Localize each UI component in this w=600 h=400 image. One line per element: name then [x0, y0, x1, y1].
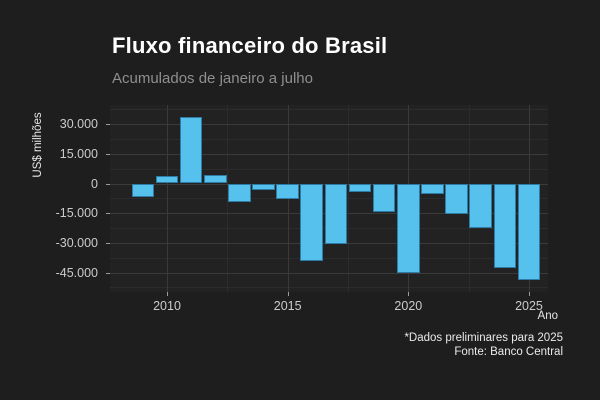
gridline-minor-h — [110, 287, 548, 289]
gridline-minor-v — [227, 105, 229, 292]
bar-2019 — [372, 183, 396, 213]
bar-2020 — [397, 183, 420, 274]
y-tick-mark — [106, 242, 110, 244]
chart-title: Fluxo financeiro do Brasil — [112, 33, 388, 58]
bar-2016 — [300, 183, 324, 261]
bar-2024 — [493, 183, 517, 269]
x-tick-label: 2025 — [515, 299, 543, 313]
x-tick-mark — [287, 292, 289, 296]
y-tick-label: 0 — [91, 176, 98, 191]
bar-2023 — [469, 183, 493, 228]
gridline-minor-v — [347, 105, 349, 292]
y-tick-mark — [106, 213, 110, 215]
y-tick-label: 15.000 — [59, 146, 98, 161]
x-tick-label: 2010 — [153, 299, 181, 313]
gridline-minor-v — [468, 105, 470, 292]
gridline-major-v — [167, 105, 168, 292]
footnote: *Dados preliminares para 2025 — [404, 332, 563, 344]
gridline-major-h — [110, 124, 548, 126]
bar-2014 — [252, 183, 275, 191]
bar-2015 — [276, 183, 299, 199]
gridline-minor-h — [110, 109, 548, 111]
gridline-minor-h — [110, 138, 548, 140]
y-tick-mark — [106, 124, 110, 126]
bar-2011 — [179, 117, 203, 184]
bar-2018 — [348, 183, 372, 192]
y-tick-mark — [106, 183, 110, 185]
y-tick-label: -45.000 — [55, 265, 98, 280]
x-axis-title: Ano — [537, 310, 558, 322]
plot-area — [110, 105, 548, 292]
chart-subtitle: Acumulados de janeiro a julho — [112, 70, 313, 87]
x-tick-label: 2020 — [394, 299, 423, 313]
y-tick-mark — [106, 272, 110, 274]
y-tick-label: -15.000 — [55, 206, 98, 221]
bar-2010 — [155, 176, 179, 184]
gridline-major-h — [110, 272, 548, 274]
bar-2017 — [324, 183, 348, 244]
y-tick-label: 30.000 — [59, 117, 98, 132]
x-tick-label: 2015 — [273, 299, 302, 313]
source-credit: Fonte: Banco Central — [454, 346, 563, 358]
gridline-minor-h — [110, 257, 548, 259]
bar-2021 — [421, 183, 444, 195]
y-tick-mark — [106, 153, 110, 155]
bar-2022 — [445, 183, 468, 214]
x-tick-mark — [528, 292, 530, 296]
bar-2013 — [228, 183, 251, 202]
x-tick-mark — [408, 292, 410, 296]
gridline-major-h — [110, 153, 548, 155]
y-tick-label: -30.000 — [55, 235, 98, 250]
gridline-minor-h — [110, 168, 548, 170]
x-tick-mark — [167, 292, 168, 296]
bar-2012 — [203, 174, 227, 184]
bar-2025 — [517, 183, 541, 281]
bar-2009 — [131, 183, 155, 197]
